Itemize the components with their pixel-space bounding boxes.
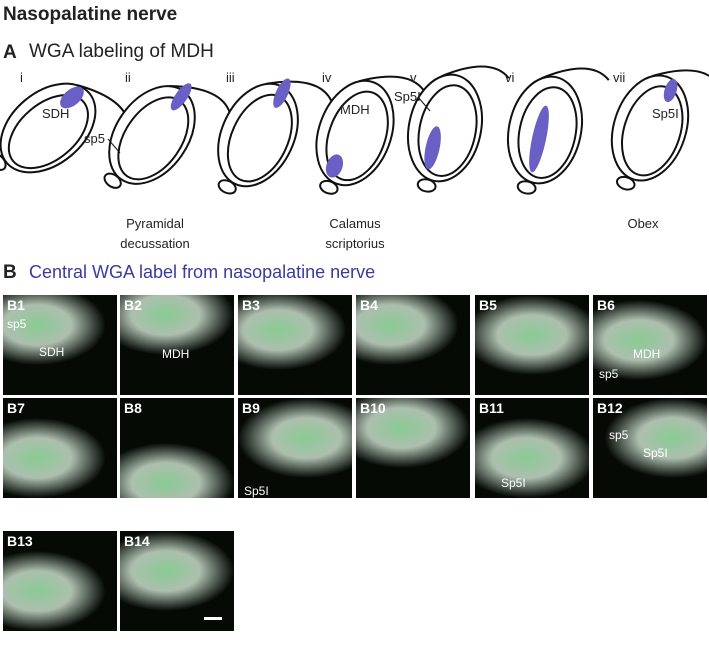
outline: [217, 179, 237, 195]
brainstem-section: [217, 78, 333, 195]
micrograph: B1 sp5 SDH: [3, 295, 117, 395]
micrograph: B14: [120, 531, 234, 631]
outline: [0, 82, 97, 174]
section-numeral: vii: [613, 70, 625, 85]
region-label: Sp5I: [652, 106, 679, 121]
micrograph: B13: [3, 531, 117, 631]
outline: [325, 90, 389, 182]
landmark-label: Pyramidal: [126, 216, 184, 231]
panel-heading: WGA labeling of MDH: [29, 41, 214, 62]
micrograph: B3: [238, 295, 352, 395]
figure-title: Nasopalatine nerve: [3, 4, 178, 25]
region-label: MDH: [162, 347, 190, 361]
region-label: sp5: [599, 367, 619, 381]
label-area: [663, 78, 678, 103]
panel-letter: A: [3, 42, 17, 63]
image-label: B14: [124, 533, 150, 549]
image-label: B9: [242, 400, 260, 416]
micrograph: B5: [475, 295, 589, 395]
micrograph: B11 Sp5I: [475, 398, 589, 498]
outline: [441, 65, 510, 79]
micrograph: B2 MDH: [120, 295, 234, 395]
outline: [651, 69, 709, 86]
brainstem-section: [610, 69, 709, 191]
micrograph: B12 sp5 Sp5I: [593, 398, 707, 498]
region-label: Sp5I: [244, 484, 269, 498]
landmark-label: Obex: [627, 216, 659, 231]
outline: [169, 85, 232, 115]
brainstem-section: [103, 83, 232, 189]
region-label: sp5: [7, 317, 27, 331]
label-area: [273, 78, 291, 108]
image-label: B12: [597, 400, 623, 416]
section-numeral: v: [410, 70, 417, 85]
image-label: B11: [479, 400, 504, 416]
region-label: sp5: [84, 131, 105, 146]
brainstem-section: [0, 82, 130, 174]
section-numeral: i: [20, 70, 23, 85]
micrograph: B6 MDH sp5: [593, 295, 707, 395]
landmark-label: Calamus: [329, 216, 381, 231]
image-label: B7: [7, 400, 25, 416]
brainstem-section: [407, 65, 510, 193]
micrograph: B8: [120, 398, 234, 498]
outline: [516, 180, 537, 195]
outline: [517, 86, 578, 179]
outline: [315, 79, 395, 187]
image-label: B8: [124, 400, 142, 416]
label-area: [424, 126, 441, 170]
region-label: Sp5I: [394, 89, 421, 104]
region-label: SDH: [42, 106, 69, 121]
brainstem-section: [315, 75, 426, 195]
region-label: Sp5I: [501, 476, 526, 490]
image-label: B13: [7, 533, 33, 549]
outline: [266, 80, 333, 102]
pointer-line: [417, 96, 431, 112]
region-label: sp5: [609, 428, 629, 442]
image-label: B1: [7, 297, 25, 313]
landmark-label: scriptorius: [325, 236, 385, 251]
image-label: B2: [124, 297, 142, 313]
outline: [541, 67, 610, 81]
outline: [103, 172, 122, 189]
outline: [417, 84, 478, 177]
panel-heading: Central WGA label from nasopalatine nerv…: [29, 262, 376, 282]
pointer-line: [107, 138, 121, 154]
image-label: B4: [360, 297, 378, 313]
scale-bar: [204, 617, 222, 620]
panel-letter: B: [3, 262, 17, 283]
section-numeral: vi: [505, 70, 515, 85]
region-label: SDH: [39, 345, 65, 359]
region-label: MDH: [340, 102, 370, 117]
section-numeral: iii: [226, 70, 235, 85]
section-numeral: iv: [322, 70, 332, 85]
outline: [7, 94, 89, 170]
outline: [0, 153, 7, 171]
brainstem-section: [507, 67, 610, 195]
image-label: B6: [597, 297, 615, 313]
section-numeral: ii: [125, 70, 131, 85]
image-label: B10: [360, 400, 386, 416]
outline: [358, 75, 426, 94]
micrograph: B4: [356, 295, 470, 395]
micrograph: B10: [356, 398, 470, 498]
outline: [416, 178, 437, 193]
image-label: B3: [242, 297, 260, 313]
region-label: Sp5I: [643, 446, 668, 460]
label-area: [529, 105, 549, 173]
label-area: [325, 154, 344, 178]
image-label: B5: [479, 297, 497, 313]
micrograph: B9 Sp5I: [238, 398, 352, 498]
outline: [615, 175, 636, 191]
outline: [407, 73, 483, 183]
region-label: MDH: [633, 347, 661, 361]
label-area: [60, 86, 84, 109]
micrograph: B7: [3, 398, 117, 498]
landmark-label: decussation: [120, 236, 189, 251]
schematic: i SDH ii sp5 iii iv MDH v Sp5I vi vii Sp5I Pyramidal…: [0, 65, 709, 251]
outline: [319, 179, 339, 195]
label-area: [170, 83, 192, 111]
